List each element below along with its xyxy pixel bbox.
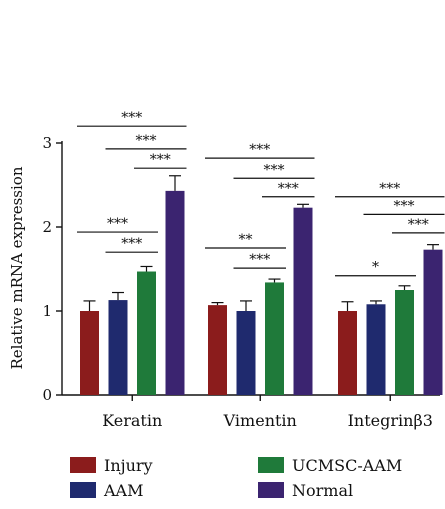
legend-item: UCMSC-AAM (258, 456, 402, 475)
legend-item: Injury (70, 456, 153, 475)
bar (293, 207, 313, 395)
x-tick-label: Integrinβ3 (348, 411, 433, 430)
significance-label: *** (264, 162, 285, 178)
significance-label: *** (394, 198, 415, 214)
legend-swatch (70, 457, 96, 473)
significance-label: *** (408, 217, 429, 233)
bar (338, 311, 357, 395)
significance-label: ** (239, 232, 253, 248)
bar (108, 300, 128, 395)
significance-label: *** (107, 216, 128, 232)
y-tick-label: 3 (42, 134, 52, 152)
significance-label: *** (121, 110, 142, 126)
significance-group: *************************************** (77, 110, 445, 277)
significance-label: *** (150, 152, 171, 168)
legend-label: Normal (292, 481, 353, 500)
significance-label: *** (278, 181, 299, 197)
significance-label: * (372, 260, 379, 276)
bar (366, 304, 386, 395)
legend-item: Normal (258, 481, 353, 500)
bar (265, 282, 284, 395)
significance-label: *** (136, 133, 157, 149)
bar (80, 311, 99, 395)
legend-swatch (258, 457, 284, 473)
significance-label: *** (121, 236, 142, 252)
y-tick-label: 0 (42, 386, 52, 404)
legend-label: UCMSC-AAM (292, 456, 402, 475)
bar (395, 290, 414, 395)
legend-label: Injury (104, 456, 153, 475)
bar (423, 249, 443, 395)
legend: Injury AAM UCMSC-AAM Normal (70, 456, 402, 500)
bar (165, 190, 185, 395)
significance-label: *** (249, 142, 270, 158)
significance-label: *** (379, 181, 400, 197)
y-tick-label: 1 (42, 302, 52, 320)
x-tick-label: Vimentin (223, 411, 297, 430)
legend-swatch (70, 482, 96, 498)
legend-item: AAM (70, 481, 144, 500)
legend-swatch (258, 482, 284, 498)
legend-label: AAM (103, 481, 144, 500)
x-tick-label: Keratin (102, 411, 162, 430)
significance-label: *** (249, 252, 270, 268)
bar (236, 311, 256, 395)
bar (137, 271, 156, 395)
bars-group (80, 175, 443, 395)
bar (208, 305, 227, 395)
y-tick-label: 2 (42, 218, 52, 236)
y-axis-label: Relative mRNA expression (8, 166, 26, 369)
